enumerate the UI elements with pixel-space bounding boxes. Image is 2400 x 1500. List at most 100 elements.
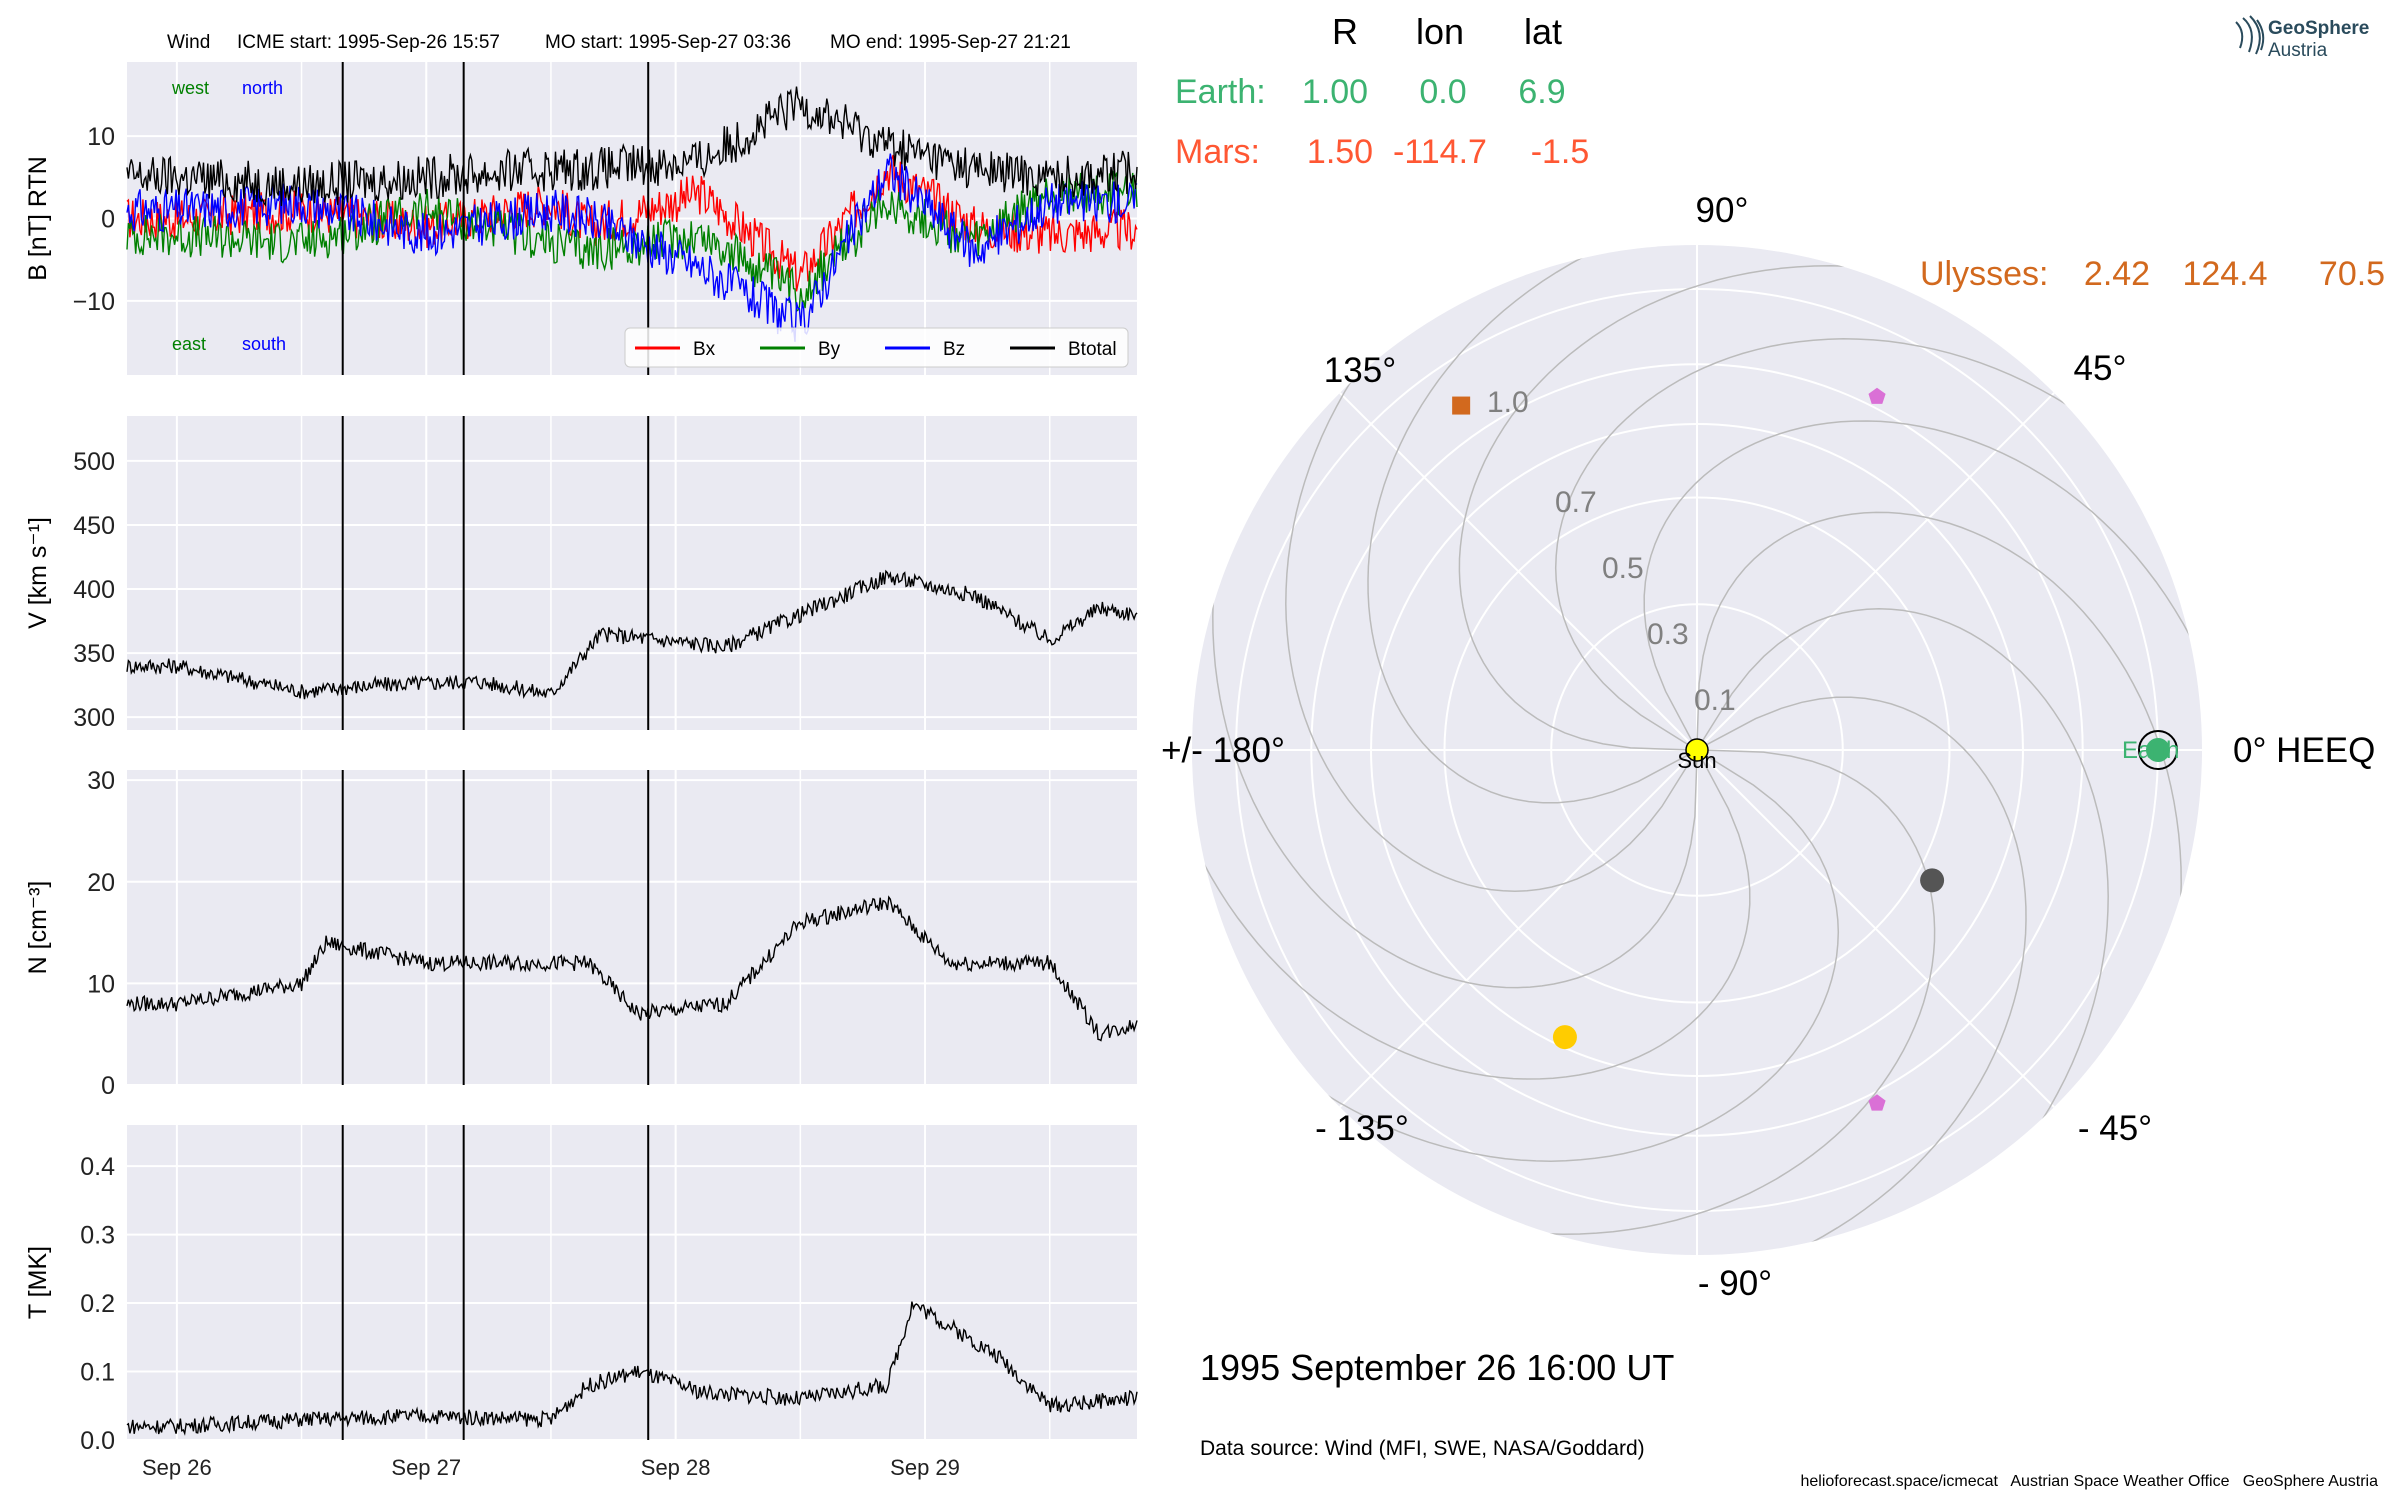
parker-spiral-line	[1458, 265, 1882, 751]
parker-spiral-line	[1643, 420, 2202, 747]
dir-label-west: west	[171, 78, 209, 98]
parker-spiral-line	[1295, 751, 1840, 1162]
y-tick-label: 400	[73, 576, 115, 604]
parker-spiral-line	[1212, 565, 1698, 989]
earth-lon: 0.0	[1419, 73, 1466, 111]
series-line-btotal	[126, 86, 1138, 207]
y-tick-label: 10	[87, 123, 115, 151]
earth-ring	[2137, 730, 2178, 770]
earth-name: Earth:	[1175, 73, 1266, 111]
x-tick-label: Sep 27	[391, 1455, 461, 1480]
panel-background	[127, 1125, 1137, 1440]
y-tick-label: 20	[87, 869, 115, 897]
earth-lat: 6.9	[1518, 73, 1565, 111]
ulysses-r: 2.42	[2084, 255, 2150, 293]
logo-line2: Austria	[2268, 40, 2328, 61]
earth-marker	[2145, 738, 2170, 762]
series-line-bz	[126, 153, 1138, 342]
panel-background	[127, 416, 1137, 730]
series-line-value	[126, 569, 1138, 700]
panel-3: 30 20 10 0 N [cm⁻³]	[24, 767, 1138, 1100]
sun-label: Sun	[1677, 748, 1716, 773]
parker-spiral-line	[1696, 511, 2182, 935]
y-tick-label: 0.3	[80, 1222, 115, 1250]
parker-spiral-line	[1698, 607, 2109, 1152]
header-mo-start: MO start: 1995-Sep-27 03:36	[545, 32, 791, 53]
y-tick-label: 300	[73, 704, 115, 732]
y-axis-label: N [cm⁻³]	[24, 881, 52, 975]
sun-marker	[1685, 738, 1709, 762]
panel-4: 0.4 0.3 0.2 0.1 0.0 T [MK] Sep 26 Sep 27 Sep 28 S…	[24, 1125, 1138, 1480]
series-line-value	[126, 895, 1138, 1042]
y-axis-label: V [km s⁻¹]	[24, 517, 52, 629]
panel-background	[127, 770, 1137, 1085]
logo-swirl-icon	[2235, 15, 2265, 55]
footer-credits: helioforecast.space/icmecat Austrian Spa…	[1801, 1473, 2379, 1490]
parker-spiral-line	[1512, 749, 1936, 1235]
mars-lon: -114.7	[1393, 133, 1487, 171]
mars-lat: -1.5	[1531, 133, 1590, 171]
radial-tick-label: 0.7	[1555, 486, 1597, 519]
radial-tick-label: 0.3	[1647, 618, 1689, 651]
legend-label: By	[818, 339, 841, 360]
angle-label: - 90°	[1698, 1264, 1772, 1303]
x-tick-label: Sep 26	[142, 1455, 212, 1480]
y-tick-label: 0.0	[80, 1427, 115, 1455]
x-tick-label: Sep 29	[890, 1455, 960, 1480]
y-tick-label: 500	[73, 448, 115, 476]
dir-label-north: north	[242, 78, 283, 98]
parker-spiral-line	[1367, 245, 1694, 804]
panel-1: 10 0 −10 B [nT] RTN west north east south Bx By Bz…	[24, 62, 1138, 375]
logo-line1: GeoSphere	[2268, 18, 2369, 39]
angular-gridline	[1339, 392, 1698, 751]
legend: Bx By Bz Btotal	[624, 327, 1129, 368]
y-axis-label: T [MK]	[24, 1246, 52, 1319]
planet-marker	[1920, 868, 1945, 893]
mars-name: Mars:	[1175, 133, 1260, 171]
x-tick-label: Sep 28	[641, 1455, 711, 1480]
date-label: 1995 September 26 16:00 UT	[1200, 1347, 1674, 1388]
polar-plot: 0.10.30.50.7 1.0 0° HEEQ 45° 90° 135° +/- 180°…	[1161, 191, 2375, 1303]
col-lon: lon	[1416, 11, 1464, 52]
y-tick-label: 0.2	[80, 1290, 115, 1318]
mars-r: 1.50	[1307, 133, 1373, 171]
radial-tick-label: 0.1	[1694, 684, 1736, 717]
earth-r: 1.00	[1302, 73, 1368, 111]
ulysses-marker	[1452, 396, 1471, 415]
mars-marker	[1552, 1025, 1577, 1050]
panel-2: 500 450 400 350 300 V [km s⁻¹]	[24, 416, 1138, 732]
parker-spiral-line	[1285, 348, 1696, 893]
header-icme-start: ICME start: 1995-Sep-26 15:57	[237, 32, 500, 53]
legend-label: Bx	[693, 339, 716, 360]
y-tick-label: 0.1	[80, 1359, 115, 1387]
y-tick-label: 350	[73, 640, 115, 668]
earth-label: Earth	[2122, 737, 2179, 764]
y-tick-label: 0.4	[80, 1153, 115, 1181]
header-mo-end: MO end: 1995-Sep-27 21:21	[830, 32, 1071, 53]
y-tick-label: 30	[87, 767, 115, 795]
series-line-value	[126, 1301, 1138, 1436]
dir-label-east: east	[172, 334, 206, 354]
parker-spiral-line	[1192, 753, 1751, 1080]
angle-label: - 45°	[2078, 1109, 2152, 1148]
ulysses-lon: 124.4	[2182, 255, 2267, 293]
source-label: Data source: Wind (MFI, SWE, NASA/Goddar…	[1200, 1437, 1645, 1460]
y-tick-label: 450	[73, 512, 115, 540]
y-axis-label: B [nT] RTN	[24, 156, 52, 281]
col-lat: lat	[1524, 11, 1562, 52]
timeseries-panels: 10 0 −10 B [nT] RTN west north east south Bx By Bz…	[24, 62, 1138, 1480]
col-r: R	[1332, 11, 1358, 52]
angular-gridline	[1696, 392, 2055, 751]
angular-gridline	[1339, 749, 1698, 1108]
angle-label: 0° HEEQ	[2233, 731, 2375, 770]
angular-gridline	[1696, 749, 2055, 1108]
geosphere-logo: GeoSphere Austria	[2235, 15, 2369, 61]
y-tick-label: −10	[73, 288, 115, 316]
y-tick-label: 10	[87, 970, 115, 998]
position-table: R lon lat Earth: 1.00 0.0 6.9 Mars: 1.50…	[1175, 11, 2385, 293]
angle-label: +/- 180°	[1161, 731, 1285, 770]
legend-label: Bz	[943, 339, 965, 360]
dir-label-south: south	[242, 334, 286, 354]
